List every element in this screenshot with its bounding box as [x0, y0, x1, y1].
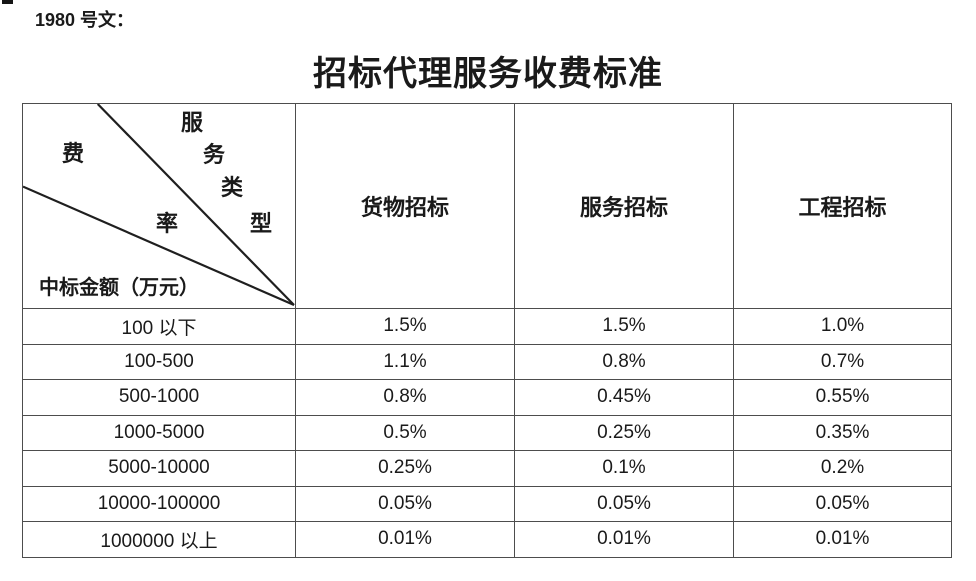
- col-header-engineering-bidding: 工程招标: [733, 103, 952, 309]
- rate-cell: 0.5%: [295, 414, 515, 451]
- amount-range-cell: 500-1000: [22, 379, 296, 416]
- scan-artifact-mark: [2, 0, 13, 4]
- rate-cell: 1.5%: [295, 308, 515, 345]
- table-row: 1000-5000 0.5% 0.25% 0.35%: [22, 414, 952, 451]
- rate-cell: 1.5%: [514, 308, 734, 345]
- page-title: 招标代理服务收费标准: [313, 56, 663, 93]
- rate-cell: 0.1%: [514, 450, 734, 487]
- amount-range-cell: 100-500: [22, 343, 296, 380]
- table-row: 100 以下 1.5% 1.5% 1.0%: [22, 308, 952, 345]
- table-row: 100-500 1.1% 0.8% 0.7%: [22, 343, 952, 380]
- diagonal-corner-cell: 服 务 类 型 费 率 中标金额（万元）: [22, 103, 296, 309]
- table-row: 500-1000 0.8% 0.45% 0.55%: [22, 379, 952, 416]
- rate-cell: 1.0%: [733, 308, 952, 345]
- rate-cell: 0.8%: [295, 379, 515, 416]
- col-header-service-bidding: 服务招标: [514, 103, 734, 309]
- rate-cell: 0.7%: [733, 343, 952, 380]
- corner-service-type-char-2: 务: [203, 142, 226, 167]
- corner-fee-char: 费: [62, 141, 85, 166]
- rate-cell: 0.45%: [514, 379, 734, 416]
- rate-cell: 0.01%: [733, 521, 952, 558]
- rate-cell: 1.1%: [295, 343, 515, 380]
- amount-range-cell: 10000-100000: [22, 485, 296, 522]
- table-row: 1000000 以上 0.01% 0.01% 0.01%: [22, 521, 952, 558]
- rate-cell: 0.35%: [733, 414, 952, 451]
- amount-range-cell: 1000-5000: [22, 414, 296, 451]
- rate-cell: 0.01%: [295, 521, 515, 558]
- rate-cell: 0.01%: [514, 521, 734, 558]
- amount-range-cell: 100 以下: [22, 308, 296, 345]
- rate-cell: 0.25%: [295, 450, 515, 487]
- fee-standard-table: 服 务 类 型 费 率 中标金额（万元） 货物招标 服务招标 工程招标 100 …: [22, 103, 952, 558]
- corner-service-type-char-3: 类: [221, 175, 244, 200]
- table-row: 5000-10000 0.25% 0.1% 0.2%: [22, 450, 952, 487]
- rate-cell: 0.05%: [733, 485, 952, 522]
- amount-range-cell: 5000-10000: [22, 450, 296, 487]
- table-row: 10000-100000 0.05% 0.05% 0.05%: [22, 485, 952, 522]
- rate-cell: 0.2%: [733, 450, 952, 487]
- diagonal-lines-graphic: [23, 104, 295, 307]
- rate-cell: 0.05%: [514, 485, 734, 522]
- table-header-row: 服 务 类 型 费 率 中标金额（万元） 货物招标 服务招标 工程招标: [22, 103, 952, 309]
- diagonal-line-lower: [23, 185, 295, 307]
- col-header-goods-bidding: 货物招标: [295, 103, 515, 309]
- doc-number-label: 1980 号文：: [35, 10, 135, 30]
- rate-cell: 0.25%: [514, 414, 734, 451]
- rate-cell: 0.05%: [295, 485, 515, 522]
- rate-cell: 0.8%: [514, 343, 734, 380]
- corner-rate-char: 率: [156, 211, 179, 236]
- diagonal-line-upper: [96, 104, 295, 306]
- rate-cell: 0.55%: [733, 379, 952, 416]
- corner-row-axis-label: 中标金额（万元）: [39, 277, 199, 299]
- amount-range-cell: 1000000 以上: [22, 521, 296, 558]
- corner-service-type-char-1: 服: [181, 110, 204, 135]
- corner-service-type-char-4: 型: [250, 211, 273, 236]
